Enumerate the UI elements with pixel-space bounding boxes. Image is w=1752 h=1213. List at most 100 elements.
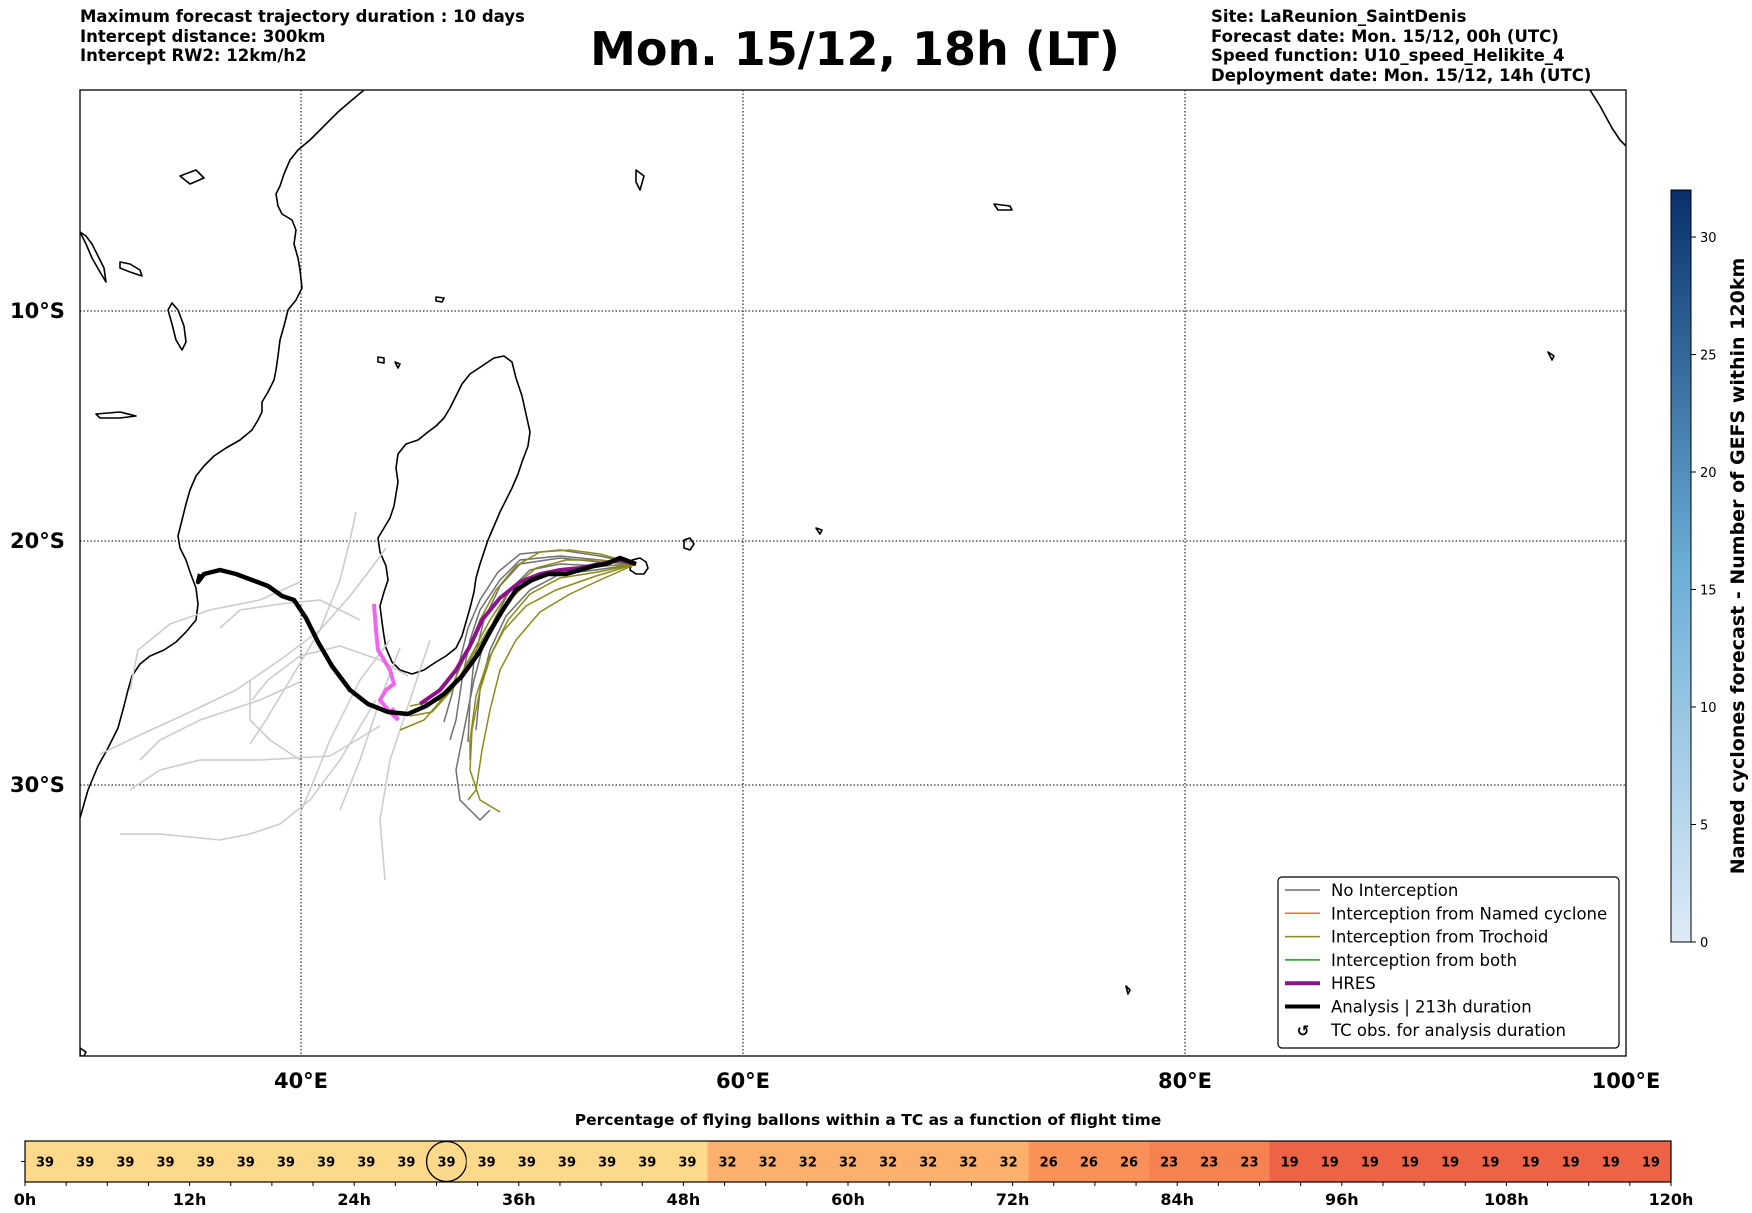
legend-box [1277, 876, 1620, 1049]
timebar-cell-value: 19 [1281, 1156, 1299, 1171]
gefs-trajectory [249, 680, 301, 761]
timebar-cell-value: 39 [116, 1156, 134, 1171]
timebar-cell-value: 39 [237, 1156, 255, 1171]
timebar-cell [1510, 1141, 1552, 1182]
timebar-cell [868, 1141, 909, 1182]
gefs-trajectory [249, 511, 357, 745]
timebar-cell [1550, 1141, 1592, 1182]
lon-label-100e: 100°E [1592, 1069, 1661, 1093]
gefs-trajectory [219, 599, 361, 629]
aldabra-atoll [95, 411, 137, 419]
lon-label-60e: 60°E [716, 1069, 770, 1093]
timebar-tick-label: 84h [1160, 1190, 1194, 1209]
lon-label-40e: 40°E [274, 1069, 328, 1093]
timebar-cell-value: 19 [1401, 1156, 1419, 1171]
gefs-trajectory [299, 639, 391, 815]
comoros-island-b [394, 361, 401, 369]
timebar-cell [948, 1141, 990, 1182]
timebar-cell [466, 1141, 508, 1182]
timebar-cell [1229, 1141, 1271, 1182]
intercept-rw2-text: Intercept RW2: 12km/h2 [80, 46, 307, 65]
timebar-tick-label: 0h [14, 1190, 37, 1209]
timebar-cell-value: 23 [1160, 1156, 1178, 1171]
timebar-cell [25, 1141, 66, 1182]
timebar-cell [546, 1141, 588, 1182]
timebar-cell-value: 39 [558, 1156, 576, 1171]
timebar-cell [1470, 1141, 1511, 1182]
timebar-cell [346, 1141, 387, 1182]
timebar-cell-value: 32 [719, 1156, 737, 1171]
timebar-cell-value: 32 [919, 1156, 937, 1171]
trochoid-trajectory [399, 549, 637, 731]
gefs-trajectory [129, 581, 301, 691]
timebar-cell [787, 1141, 829, 1182]
timebar-cell-value: 19 [1562, 1156, 1580, 1171]
tc-obs-icon: ↺ [1297, 1022, 1310, 1040]
timebar-cell-value: 39 [478, 1156, 496, 1171]
timebar-cell-value: 19 [1642, 1156, 1660, 1171]
colorbar-tick-label: 20 [1700, 466, 1717, 481]
timebar-cell [1068, 1141, 1110, 1182]
colorbar-tick-label: 10 [1700, 701, 1717, 716]
timebar-cell-value: 39 [76, 1156, 94, 1171]
timebar-cell-value: 26 [1120, 1156, 1138, 1171]
timebar-cell [827, 1141, 869, 1182]
timebar-cell-value: 26 [1080, 1156, 1098, 1171]
timebar-cell [1630, 1141, 1672, 1182]
analysis-trajectory [195, 555, 637, 717]
legend-item: Interception from Named cyclone [1285, 904, 1607, 923]
lat-label-10s: 10°S [10, 299, 65, 323]
flight-time-bar: Percentage of flying ballons within a TC… [14, 1111, 1694, 1209]
cyclone-colorbar: 0 5 10 15 20 25 30 Named cyclones forecast - N… [1670, 189, 1749, 951]
legend-item: HRES [1285, 974, 1376, 993]
timebar-cell-value: 39 [518, 1156, 536, 1171]
gefs-trajectory [120, 699, 377, 841]
timebar-cell [707, 1141, 749, 1182]
timebar-cell [1108, 1141, 1150, 1182]
colorbar-tick-label: 15 [1700, 584, 1717, 599]
timebar-cell-value: 32 [759, 1156, 777, 1171]
africa-west-coast [80, 231, 107, 283]
comoros-island-a [377, 356, 385, 364]
timebar-cell [667, 1141, 708, 1182]
madagascar-coastline [377, 355, 531, 675]
pemba-coast [167, 302, 187, 351]
forecast-date-text: Forecast date: Mon. 15/12, 00h (UTC) [1211, 26, 1559, 46]
small-island-d [1589, 90, 1626, 147]
timebar-cell-value: 23 [1200, 1156, 1218, 1171]
timebar-cell [105, 1141, 146, 1182]
timebar-cell-value: 39 [437, 1156, 455, 1171]
small-island-h [179, 169, 205, 185]
colorbar-tick-label: 5 [1700, 819, 1708, 834]
site-text: Site: LaReunion_SaintDenis [1211, 7, 1467, 26]
mauritius-coastline [683, 537, 695, 551]
timebar-cell [185, 1141, 227, 1182]
no-interception-trajectory [449, 555, 637, 741]
timebar-cell [1389, 1141, 1431, 1182]
timebar-cell-value: 32 [879, 1156, 897, 1171]
timebar-cell [145, 1141, 187, 1182]
map-gridlines [80, 90, 1626, 1056]
timebar-cell [747, 1141, 789, 1182]
timebar-tick-label: 72h [996, 1190, 1030, 1209]
legend-item: Analysis | 213h duration [1285, 998, 1532, 1017]
timebar-cell [1269, 1141, 1311, 1182]
timebar-cell [1149, 1141, 1190, 1182]
timebar-cell [386, 1141, 427, 1182]
map-legend: No Interception Interception from Named c… [1277, 876, 1620, 1049]
timebar-cell-value: 19 [1481, 1156, 1499, 1171]
gefs-trajectory [129, 725, 381, 791]
timebar-cell-value: 26 [1040, 1156, 1058, 1171]
timebar-cell [908, 1141, 949, 1182]
forecast-info-right: Site: LaReunion_SaintDenis Forecast date… [1211, 7, 1591, 85]
reunion-coastline [629, 557, 649, 575]
legend-label: No Interception [1331, 881, 1458, 900]
gefs-trajectory [99, 547, 387, 755]
colorbar-tick-label: 0 [1700, 936, 1708, 951]
timebar-cell-value: 19 [1521, 1156, 1539, 1171]
colorbar-tick-label: 25 [1700, 349, 1717, 364]
timebar-cell-value: 32 [799, 1156, 817, 1171]
legend-item: Interception from Trochoid [1285, 928, 1548, 947]
legend-label: Interception from Named cyclone [1331, 904, 1607, 923]
